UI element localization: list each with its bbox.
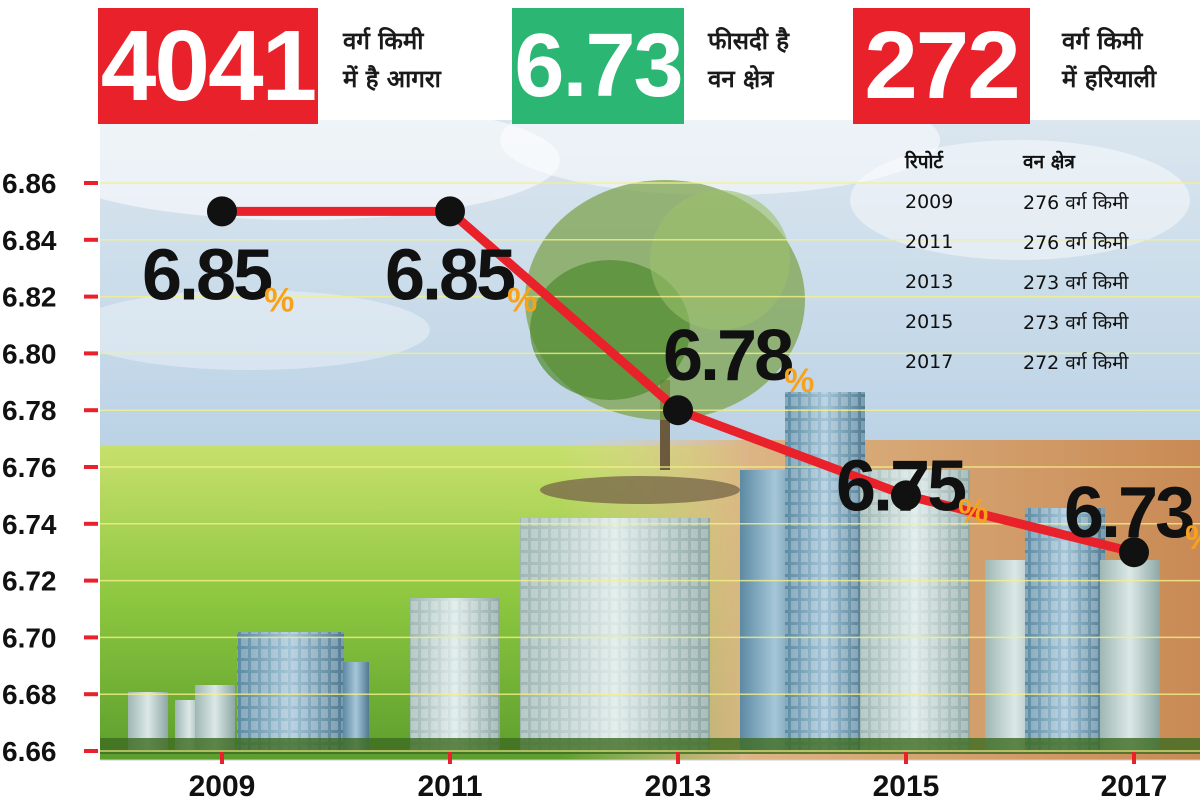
report-table-area: 273 वर्ग किमी — [1023, 312, 1129, 334]
stat-forest-percent-caption: फीसदी है वन क्षेत्र — [708, 22, 789, 98]
report-table-header-forest-area: वन क्षेत्र — [1023, 151, 1075, 173]
data-point — [663, 395, 693, 426]
x-tick-label: 2011 — [417, 770, 482, 803]
stat-forest-percent-caption-line2: वन क्षेत्र — [708, 65, 774, 93]
ground-strip — [100, 738, 1200, 754]
stat-area-box: 4041 — [98, 8, 318, 124]
x-tick-label: 2009 — [189, 770, 256, 803]
report-table-area: 276 वर्ग किमी — [1023, 232, 1129, 254]
report-table-area: 276 वर्ग किमी — [1023, 192, 1129, 214]
report-table-area: 272 वर्ग किमी — [1023, 352, 1129, 374]
y-tick-label: 6.70 — [2, 622, 57, 653]
report-table: रिपोर्ट वन क्षेत्र 2009 276 वर्ग किमी 20… — [905, 140, 1193, 382]
report-table-header-year: रिपोर्ट — [905, 151, 943, 173]
stat-area-caption-line2: में है आगरा — [343, 65, 441, 93]
y-tick-label: 6.68 — [2, 679, 57, 710]
report-table-row: 2017 272 वर्ग किमी — [905, 342, 1193, 382]
stat-greenery-box: 272 — [853, 8, 1030, 124]
data-label: 6.75 — [836, 446, 966, 526]
stat-greenery-caption: वर्ग किमी में हरियाली — [1062, 22, 1156, 98]
x-tick-label: 2015 — [873, 770, 940, 803]
report-table-area: 273 वर्ग किमी — [1023, 272, 1129, 294]
data-label-percent: % — [507, 281, 537, 319]
report-table-row: 2015 273 वर्ग किमी — [905, 302, 1193, 342]
city-buildings — [128, 392, 1160, 750]
report-table-year: 2017 — [905, 351, 954, 373]
data-label: 6.73 — [1064, 473, 1193, 553]
stat-forest-percent-box: 6.73 — [512, 8, 684, 124]
data-label-percent: % — [958, 492, 988, 530]
report-table-year: 2015 — [905, 311, 954, 333]
y-tick-label: 6.80 — [2, 338, 57, 369]
report-table-row: 2011 276 वर्ग किमी — [905, 222, 1193, 262]
report-table-year: 2013 — [905, 271, 954, 293]
y-tick-label: 6.74 — [2, 509, 57, 540]
data-point — [207, 196, 237, 227]
y-tick-label: 6.66 — [2, 736, 57, 767]
data-point — [891, 480, 921, 511]
stat-greenery-caption-line1: वर्ग किमी — [1062, 27, 1143, 55]
report-table-year: 2011 — [905, 231, 954, 253]
stat-area-caption: वर्ग किमी में है आगरा — [343, 22, 441, 98]
x-tick-label: 2013 — [645, 770, 712, 803]
report-table-row: 2013 273 वर्ग किमी — [905, 262, 1193, 302]
report-table-row: 2009 276 वर्ग किमी — [905, 182, 1193, 222]
report-table-year: 2009 — [905, 191, 954, 213]
y-tick-label: 6.78 — [2, 395, 57, 426]
data-label-percent: % — [784, 362, 814, 400]
y-tick-label: 6.86 — [2, 168, 57, 199]
y-tick-label: 6.72 — [2, 566, 57, 597]
data-label-percent: % — [264, 281, 294, 319]
y-tick-label: 6.84 — [2, 225, 57, 256]
data-point — [1119, 537, 1149, 568]
x-tick-label: 2017 — [1101, 770, 1168, 803]
stat-greenery-caption-line2: में हरियाली — [1062, 65, 1157, 93]
data-label: 6.85 — [142, 235, 272, 315]
data-label: 6.78 — [663, 316, 792, 396]
data-label: 6.85 — [385, 235, 515, 315]
stat-area-caption-line1: वर्ग किमी — [343, 27, 424, 55]
y-tick-label: 6.82 — [2, 282, 57, 313]
y-tick-label: 6.76 — [2, 452, 57, 483]
data-label-percent: % — [1185, 519, 1200, 557]
stat-forest-percent-caption-line1: फीसदी है — [708, 27, 790, 55]
data-point — [435, 196, 465, 227]
report-table-header: रिपोर्ट वन क्षेत्र — [905, 140, 1193, 182]
